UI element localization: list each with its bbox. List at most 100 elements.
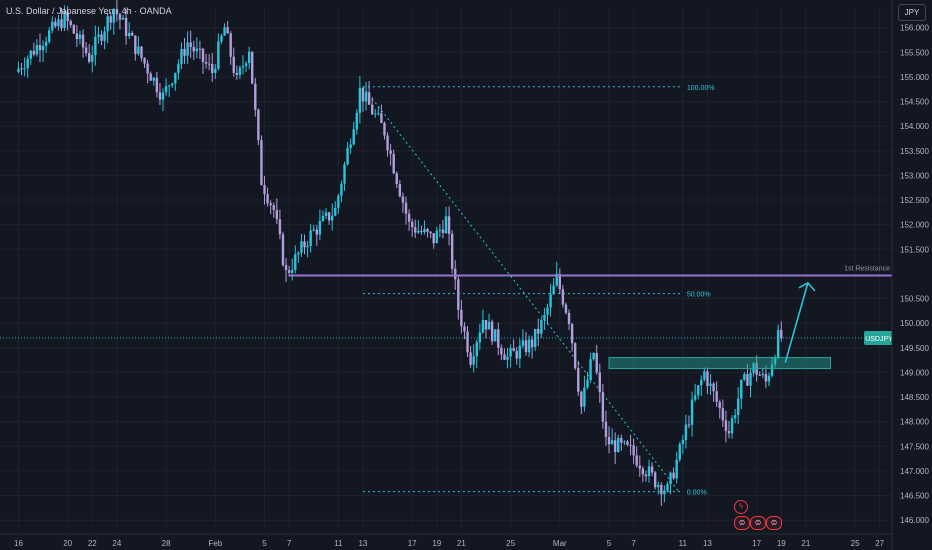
candle-body <box>746 374 749 386</box>
currency-button[interactable]: JPY <box>898 4 926 21</box>
candle-body <box>226 27 229 34</box>
symbol-tag <box>864 330 894 345</box>
candle-body <box>660 484 663 495</box>
candle-body <box>567 312 571 324</box>
candle-body <box>706 371 709 387</box>
y-tick-label: 148.000 <box>900 418 929 427</box>
candle-body <box>457 279 460 310</box>
candle-body <box>158 92 162 100</box>
candle-body <box>653 472 657 488</box>
candle-body <box>174 72 177 84</box>
candle-body <box>478 332 482 343</box>
fibonacci-retracement[interactable]: 100.00% 50.00% 0.00% <box>362 85 715 497</box>
candle-body <box>423 229 426 233</box>
candle-body <box>503 354 506 360</box>
candle-body <box>32 50 36 55</box>
candle-body <box>66 11 69 21</box>
lightning-icon[interactable]: ϟ <box>734 500 748 514</box>
resistance-label: 1st Resistance <box>844 265 890 272</box>
price-axis[interactable]: 156.000 155.500 155.000 154.500 154.000 153.5… <box>891 0 932 550</box>
candle-body <box>207 63 211 65</box>
candle-body <box>389 150 392 154</box>
candle-body <box>383 122 386 136</box>
candle-body <box>97 34 100 37</box>
candle-body <box>586 379 589 388</box>
candle-body <box>469 352 472 365</box>
candle-body <box>352 129 355 145</box>
candle-body <box>494 329 497 342</box>
candle-body <box>35 45 39 55</box>
economic-event-icon[interactable]: ⊜ <box>734 516 750 530</box>
candle-body <box>629 444 632 446</box>
candle-body <box>518 345 522 359</box>
candle-body <box>337 195 340 208</box>
support-zone[interactable] <box>608 357 831 370</box>
candle-body <box>733 414 737 419</box>
candle-body <box>29 50 32 59</box>
candle-body <box>549 294 552 308</box>
x-tick-label: 17 <box>408 539 417 548</box>
candle-body <box>534 328 537 348</box>
candle-body <box>217 41 220 69</box>
candle-body <box>88 53 91 62</box>
economic-event-icon[interactable]: ⊜ <box>750 516 766 530</box>
x-tick-label: 24 <box>112 539 121 548</box>
candle-body <box>454 268 457 280</box>
economic-event-icon[interactable]: ⊜ <box>766 516 782 530</box>
candle-body <box>481 320 485 333</box>
candle-body <box>291 269 294 273</box>
candle-body <box>109 16 112 23</box>
candle-body <box>380 113 383 123</box>
candle-body <box>244 63 248 67</box>
x-tick-label: 11 <box>334 539 343 548</box>
candle-body <box>617 437 620 453</box>
candle-body <box>644 474 648 477</box>
candle-body <box>266 194 269 204</box>
time-axis[interactable]: 16 20 22 24 28 Feb 5 7 11 13 17 19 21 25 Mar 5 7 11 13 17 19… <box>0 533 892 548</box>
candle-body <box>577 368 580 392</box>
candle-body <box>309 230 312 246</box>
candle-body <box>472 356 475 365</box>
candle-body <box>657 484 660 488</box>
x-tick-label: 7 <box>631 539 636 548</box>
drawing-overlays[interactable]: 1st Resistance150.969USDJPY52:30 <box>0 265 928 370</box>
candle-body <box>401 196 405 203</box>
candle-body <box>84 47 88 54</box>
candle-body <box>171 83 174 86</box>
candle-body <box>678 443 681 460</box>
candle-body <box>540 319 543 334</box>
candle-body <box>343 164 346 184</box>
candle-body <box>580 391 583 407</box>
candle-body <box>103 31 106 41</box>
fib-trend-line[interactable] <box>362 86 680 492</box>
candle-body <box>281 234 285 266</box>
candle-body <box>555 273 558 286</box>
candle-body <box>327 212 331 221</box>
projection-arrow[interactable] <box>784 282 809 363</box>
candle-body <box>180 49 183 64</box>
candle-body <box>740 379 743 399</box>
candle-body <box>155 77 159 93</box>
candle-body <box>773 357 777 365</box>
candle-body <box>721 408 725 421</box>
x-tick-label: 5 <box>262 539 267 548</box>
candle-body <box>558 273 562 290</box>
x-tick-label: 7 <box>287 539 292 548</box>
candle-body <box>330 215 334 221</box>
candle-body <box>607 437 611 445</box>
candle-body <box>776 330 780 358</box>
candle-body <box>232 56 235 73</box>
candle-body <box>414 227 417 233</box>
candle-body <box>681 439 685 444</box>
candle-body <box>349 144 352 149</box>
y-tick-label: 154.000 <box>900 122 929 131</box>
candle-body <box>700 379 703 386</box>
candle-body <box>48 30 51 42</box>
candle-body <box>254 83 257 110</box>
candle-body <box>263 185 266 195</box>
candle-body <box>435 230 438 244</box>
candle-body <box>238 67 242 75</box>
candle-body <box>60 19 63 29</box>
candle-body <box>410 221 414 228</box>
